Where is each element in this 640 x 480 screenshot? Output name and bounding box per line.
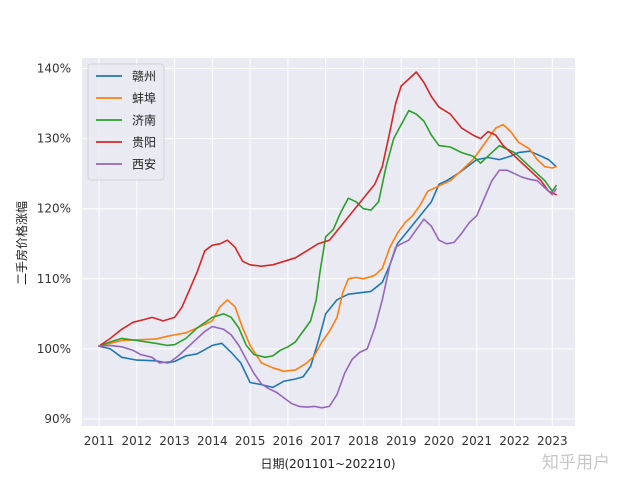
watermark-text: 知乎用户 xyxy=(542,453,610,473)
series-line xyxy=(98,169,557,409)
legend-label: 赣州 xyxy=(132,70,156,84)
y-tick-labels: 90% 100% 110% 120% 130% 140% xyxy=(37,62,71,426)
y-tick-label: 90% xyxy=(44,412,71,426)
y-tick-label: 130% xyxy=(37,132,71,146)
x-tick-label: 2011 xyxy=(84,434,115,448)
y-tick-label: 120% xyxy=(37,202,71,216)
legend-label: 济南 xyxy=(132,113,156,128)
x-tick-label: 2016 xyxy=(273,434,304,448)
legend-label: 蚌埠 xyxy=(132,92,156,106)
x-tick-label: 2020 xyxy=(424,434,455,448)
grid-lines xyxy=(82,58,575,426)
y-tick-label: 140% xyxy=(37,62,71,76)
series-lines xyxy=(98,71,557,409)
x-tick-label: 2014 xyxy=(197,434,228,448)
x-tick-label: 2019 xyxy=(386,434,417,448)
x-tick-label: 2021 xyxy=(462,434,493,448)
x-axis-label: 日期(201101~202210) xyxy=(260,457,395,471)
x-tick-label: 2023 xyxy=(537,434,568,448)
legend-box xyxy=(87,63,165,181)
legend-label: 西安 xyxy=(132,157,156,172)
series-line xyxy=(98,109,557,359)
x-tick-label: 2012 xyxy=(122,434,153,448)
y-tick-label: 110% xyxy=(37,272,71,286)
x-tick-label: 2022 xyxy=(499,434,530,448)
y-axis-label: 二手房价格涨幅 xyxy=(14,201,29,285)
series-line xyxy=(98,71,557,347)
series-line xyxy=(98,150,557,389)
x-tick-labels: 2011 2012 2013 2014 2015 2016 2017 2018 2019 2020… xyxy=(84,434,568,448)
legend-label: 贵阳 xyxy=(132,136,156,150)
x-tick-label: 2018 xyxy=(348,434,379,448)
x-tick-label: 2015 xyxy=(235,434,266,448)
y-tick-label: 100% xyxy=(37,342,71,356)
x-tick-label: 2017 xyxy=(310,434,341,448)
x-tick-label: 2013 xyxy=(159,434,190,448)
